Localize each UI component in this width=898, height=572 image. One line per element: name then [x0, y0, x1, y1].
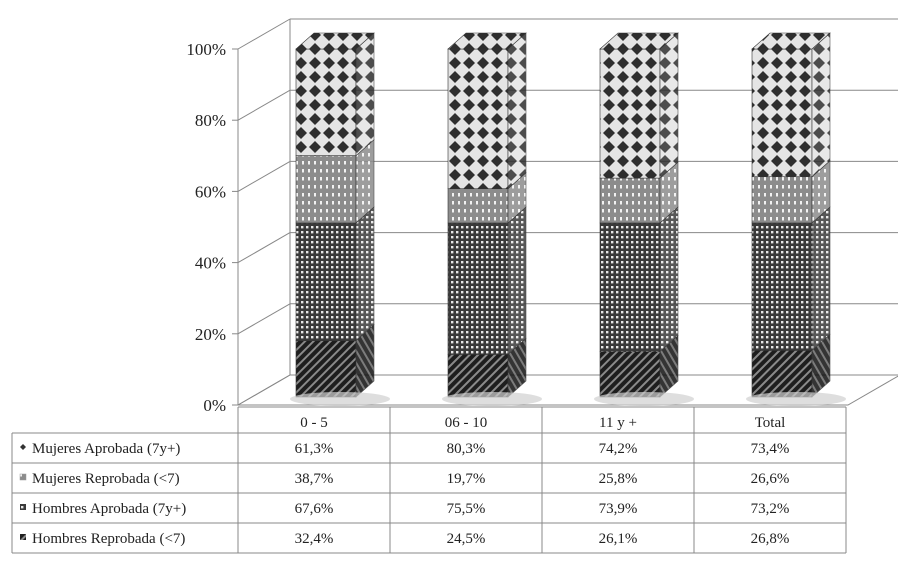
bar-stack	[746, 32, 846, 406]
bar-shadow	[594, 392, 694, 406]
bar-segment-side	[355, 32, 375, 157]
bar-segment	[599, 351, 661, 398]
bar-segment	[295, 48, 357, 156]
category-label: Total	[755, 415, 786, 431]
y-tick-label: 100%	[186, 40, 226, 59]
series-label: Hombres Reprobada (<7)	[32, 531, 185, 547]
gridline-depth	[237, 374, 291, 406]
y-tick-label: 80%	[195, 111, 226, 130]
bar-stack	[442, 32, 542, 406]
y-axis-ticks: 0% 20% 40% 60% 80% 100%	[186, 40, 226, 415]
bar-stack	[594, 32, 694, 406]
legend-marker-icon	[20, 444, 26, 450]
data-label: 74,2%	[599, 441, 638, 457]
category-label: 0 - 5	[300, 415, 328, 431]
bar-segment	[447, 48, 509, 190]
bar-top	[751, 32, 831, 50]
legend-marker-icon	[19, 473, 27, 481]
bar-segment	[295, 155, 357, 224]
bar-segment	[751, 48, 813, 178]
bar-segment-side	[507, 32, 527, 190]
gridline-depth	[237, 232, 291, 264]
y-tick-label: 0%	[203, 396, 226, 415]
bars	[290, 32, 846, 406]
bar-segment	[447, 354, 509, 398]
bar-segment-side	[507, 206, 527, 356]
series-label: Mujeres Reprobada (<7)	[32, 471, 180, 487]
series-label: Hombres Aprobada (7y+)	[32, 501, 186, 517]
data-label: 73,9%	[599, 501, 638, 517]
legend-marker-icon	[20, 534, 26, 540]
data-label: 75,5%	[447, 501, 486, 517]
data-label: 38,7%	[295, 471, 334, 487]
data-table: 0 - 5 06 - 10 11 y + Total Mujeres Aprobada …	[11, 406, 847, 554]
bar-shadow	[442, 392, 542, 406]
bar-segment	[751, 222, 813, 351]
y-tick-label: 60%	[195, 182, 226, 201]
gridline-depth	[237, 160, 291, 192]
bar-segment	[295, 340, 357, 398]
data-label: 80,3%	[447, 441, 486, 457]
y-tick-label: 40%	[195, 254, 226, 273]
category-label: 06 - 10	[445, 415, 488, 431]
gridline-depth	[237, 18, 291, 50]
bar-stack	[290, 32, 390, 406]
bar-segment	[447, 222, 509, 355]
data-label: 26,6%	[751, 471, 790, 487]
bar-segment-side	[811, 206, 831, 352]
data-label: 73,2%	[751, 501, 790, 517]
data-label: 26,8%	[751, 531, 790, 547]
bar-segment	[295, 222, 357, 341]
data-label: 32,4%	[295, 531, 334, 547]
bar-segment-side	[659, 206, 679, 353]
category-label: 11 y +	[599, 415, 637, 431]
bar-shadow	[290, 392, 390, 406]
y-tick-label: 20%	[195, 325, 226, 344]
bar-segment	[751, 176, 813, 224]
gridline-depth	[237, 303, 291, 335]
data-label: 24,5%	[447, 531, 486, 547]
bar-segment-side	[811, 32, 831, 178]
bar-segment	[599, 222, 661, 352]
bar-segment	[751, 350, 813, 398]
bar-top	[447, 32, 527, 50]
bar-top	[599, 32, 679, 50]
data-label: 73,4%	[751, 441, 790, 457]
data-label: 26,1%	[599, 531, 638, 547]
data-label: 25,8%	[599, 471, 638, 487]
bar-segment-side	[659, 32, 679, 179]
bar-shadow	[746, 392, 846, 406]
series-label: Mujeres Aprobada (7y+)	[32, 441, 180, 457]
data-label: 19,7%	[447, 471, 486, 487]
legend-marker-icon	[20, 504, 26, 510]
data-label: 67,6%	[295, 501, 334, 517]
bar-segment-side	[355, 206, 375, 342]
bar-segment	[447, 188, 509, 224]
data-label: 61,3%	[295, 441, 334, 457]
gridline-depth	[237, 89, 291, 121]
bar-segment	[599, 48, 661, 179]
bar-top	[295, 32, 375, 50]
bar-segment	[599, 177, 661, 224]
